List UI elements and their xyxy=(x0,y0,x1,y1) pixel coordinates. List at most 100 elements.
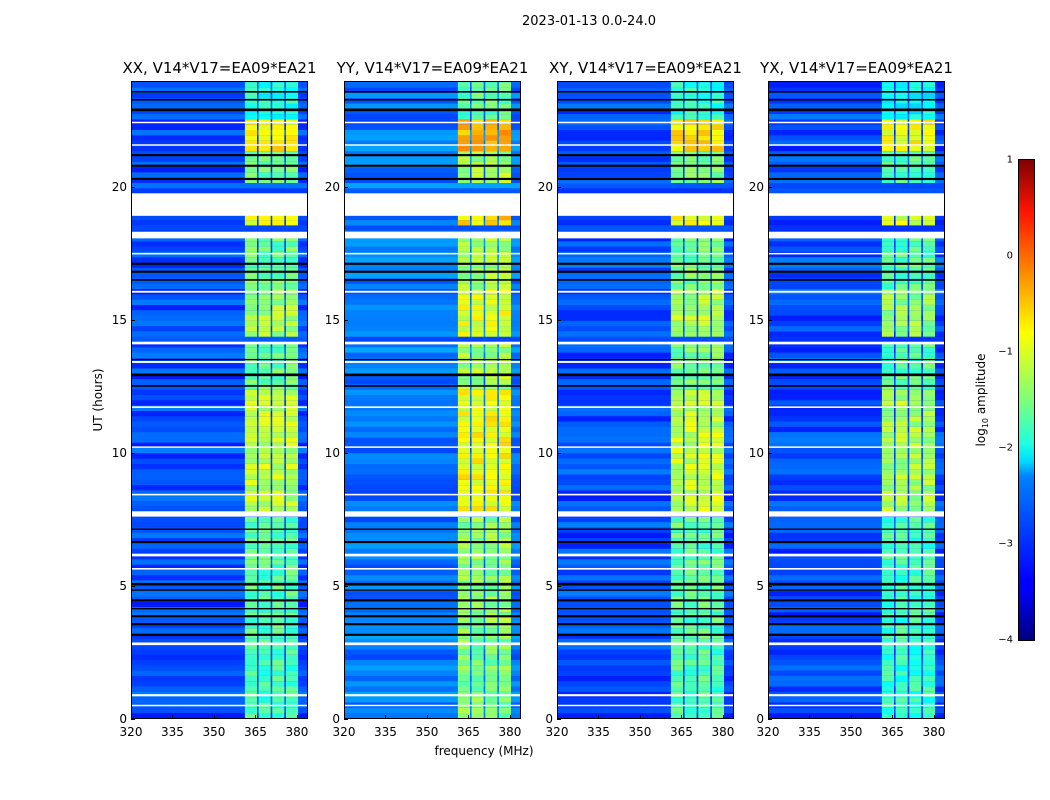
heatmap-band-cell xyxy=(909,654,922,660)
heatmap-row xyxy=(558,712,733,718)
heatmap-band-cell xyxy=(285,315,299,321)
y-tick xyxy=(344,320,348,322)
heatmap-band-cell xyxy=(285,596,299,602)
heatmap-row xyxy=(558,256,733,263)
heatmap-row xyxy=(558,490,733,496)
heatmap-row xyxy=(769,559,944,565)
heatmap-row xyxy=(558,294,733,300)
x-tick xyxy=(213,715,215,719)
heatmap-row xyxy=(769,92,944,99)
heatmap-band-cell xyxy=(698,357,711,364)
heatmap-band-cell xyxy=(258,357,271,364)
heatmap-band-cell xyxy=(670,347,683,353)
heatmap-row xyxy=(132,479,307,486)
y-tick-label: 20 xyxy=(111,180,127,195)
blank-row xyxy=(769,91,944,93)
heatmap-row xyxy=(132,384,307,390)
heatmap-band-cell xyxy=(711,352,725,358)
heatmap-band-cell xyxy=(457,304,470,311)
heatmap-band-cell xyxy=(498,654,512,660)
heatmap-band-cell xyxy=(498,585,512,592)
heatmap-band-cell xyxy=(881,484,894,491)
heatmap-band-cell xyxy=(498,590,512,597)
heatmap-band-cell xyxy=(244,484,257,491)
blank-row xyxy=(558,599,733,602)
heatmap-band-cell xyxy=(272,235,285,242)
heatmap-band-cell xyxy=(258,262,271,268)
colorbar-label-rest: amplitude xyxy=(973,353,988,418)
heatmap-band-cell xyxy=(684,108,697,115)
heatmap-band-cell xyxy=(684,490,697,496)
heatmap-row xyxy=(132,150,307,157)
heatmap-band-cell xyxy=(922,665,936,671)
heatmap-band-cell xyxy=(272,622,285,629)
heatmap-band-cell xyxy=(258,468,271,475)
heatmap-band-cell xyxy=(485,256,498,263)
heatmap-band-cell xyxy=(485,638,498,645)
heatmap-band-cell xyxy=(498,665,512,671)
heatmap-band-cell xyxy=(895,283,908,289)
heatmap-band-cell xyxy=(698,389,711,395)
heatmap-band-cell xyxy=(922,532,936,539)
x-tick xyxy=(768,715,769,719)
y-tick-label: 5 xyxy=(545,579,553,594)
flagged-row xyxy=(769,341,944,345)
heatmap-band-cell xyxy=(244,161,257,168)
heatmap-band-cell xyxy=(909,670,922,676)
blank-row xyxy=(345,154,520,157)
heatmap-band-cell xyxy=(258,410,271,417)
heatmap-band-cell xyxy=(244,447,257,454)
heatmap-row xyxy=(769,638,944,645)
heatmap-band-cell xyxy=(895,129,908,136)
heatmap-row xyxy=(558,82,733,88)
heatmap-band-cell xyxy=(272,103,285,109)
heatmap-band-cell xyxy=(909,362,922,369)
heatmap-row xyxy=(769,659,944,666)
x-tick-label: 350 xyxy=(415,725,439,739)
heatmap-band-cell xyxy=(244,135,257,141)
heatmap-band-cell xyxy=(485,453,498,459)
heatmap-band-cell xyxy=(698,405,711,411)
heatmap-band-cell xyxy=(881,124,894,130)
heatmap-band-cell xyxy=(895,304,908,311)
heatmap-row xyxy=(132,601,307,607)
heatmap-row xyxy=(558,315,733,321)
heatmap-band-cell xyxy=(457,638,470,645)
heatmap-row xyxy=(558,161,733,168)
heatmap-band-cell xyxy=(909,468,922,475)
heatmap-band-cell xyxy=(670,331,683,337)
heatmap-band-cell xyxy=(485,214,498,221)
heatmap-row xyxy=(132,553,307,560)
flagged-row xyxy=(769,193,944,216)
heatmap-row xyxy=(345,283,520,289)
heatmap-band-cell xyxy=(698,103,711,109)
flagged-row xyxy=(769,493,944,496)
heatmap-band-cell xyxy=(670,113,683,120)
heatmap-band-cell xyxy=(895,172,908,178)
heatmap-band-cell xyxy=(881,347,894,353)
heatmap-band-cell xyxy=(922,601,936,607)
heatmap-band-cell xyxy=(895,103,908,109)
heatmap-band-cell xyxy=(457,166,470,173)
heatmap-band-cell xyxy=(457,590,470,597)
heatmap-band-cell xyxy=(258,696,271,703)
heatmap-band-cell xyxy=(881,352,894,358)
heatmap-band-cell xyxy=(909,320,922,327)
heatmap-band-cell xyxy=(272,548,285,554)
heatmap-band-cell xyxy=(670,543,683,549)
heatmap-row xyxy=(558,548,733,554)
heatmap-row xyxy=(558,437,733,443)
heatmap-band-cell xyxy=(922,108,936,115)
flagged-row xyxy=(345,144,520,146)
heatmap-band-cell xyxy=(881,495,894,501)
heatmap-row xyxy=(345,108,520,115)
heatmap-band-cell xyxy=(258,617,271,623)
heatmap-band-cell xyxy=(922,246,936,252)
heatmap-row xyxy=(558,357,733,364)
x-tick xyxy=(172,715,174,719)
heatmap-row xyxy=(769,543,944,549)
heatmap-band-cell xyxy=(272,606,285,613)
heatmap-band-cell xyxy=(285,543,299,549)
heatmap-band-cell xyxy=(457,415,470,422)
heatmap-band-cell xyxy=(684,553,697,560)
